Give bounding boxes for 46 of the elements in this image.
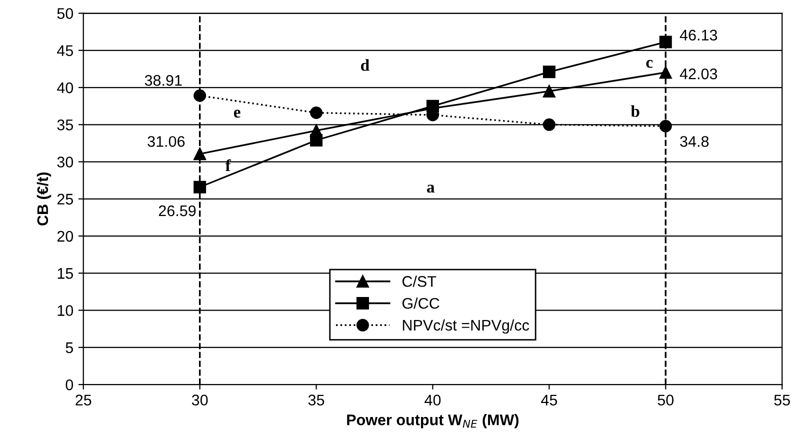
y-tick-label: 10 — [58, 305, 74, 316]
legend-label: G/CC — [402, 298, 440, 309]
y-tick-label: 30 — [57, 156, 74, 168]
x-axis-title: Power output W$_{NE}$ (MW) — [347, 414, 518, 428]
point — [542, 118, 556, 131]
annotation: f — [225, 159, 231, 171]
annotation: b — [630, 105, 640, 117]
y-axis-title: CB (€/t) — [36, 172, 52, 226]
data-label: 26.59 — [158, 205, 196, 216]
annotation: e — [234, 110, 240, 118]
x-tick-label: 25 — [76, 394, 92, 406]
y-tick-label: 20 — [57, 230, 74, 242]
legend-label: NPVc/st =NPVg/cc — [402, 319, 530, 334]
x-tick-label: 30 — [192, 394, 208, 406]
x-tick-label: 50 — [658, 394, 674, 406]
x-tick-label: 40 — [424, 394, 441, 406]
point — [194, 89, 206, 102]
annotation: a — [427, 184, 435, 193]
y-tick-label: 50 — [57, 8, 74, 19]
data-label: 31.06 — [148, 136, 185, 147]
y-tick-label: 35 — [57, 120, 74, 130]
x-tick-label: 55 — [774, 394, 790, 406]
data-label: 42.03 — [680, 68, 718, 80]
x-tick-label: 45 — [541, 394, 558, 406]
y-tick-label: 40 — [57, 82, 74, 94]
point — [659, 36, 672, 48]
data-label: 34.8 — [680, 136, 709, 147]
legend-label: C/ST — [402, 276, 436, 287]
point — [542, 66, 556, 78]
point — [194, 148, 206, 160]
point — [310, 106, 323, 120]
x-tick-label: 35 — [308, 394, 324, 406]
data-label: 38.91 — [144, 75, 182, 86]
y-tick-label: 0 — [66, 379, 74, 390]
point — [659, 66, 672, 79]
point — [194, 180, 206, 194]
point — [659, 120, 672, 132]
y-tick-label: 15 — [58, 268, 74, 279]
data-label: 46.13 — [680, 30, 718, 41]
point — [310, 134, 323, 146]
y-tick-label: 45 — [57, 45, 74, 56]
point — [542, 84, 556, 98]
annotation: c — [646, 60, 653, 68]
annotation: d — [360, 59, 370, 71]
y-tick-label: 25 — [57, 194, 74, 205]
y-tick-label: 5 — [66, 342, 74, 354]
